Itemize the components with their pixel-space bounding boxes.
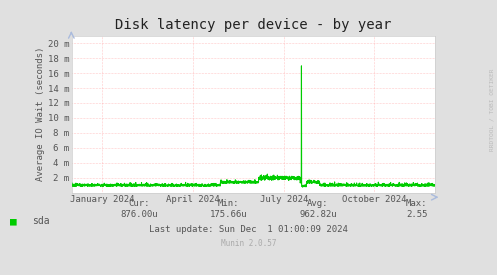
Text: sda: sda: [32, 216, 50, 226]
Title: Disk latency per device - by year: Disk latency per device - by year: [115, 18, 392, 32]
Text: ■: ■: [10, 216, 17, 226]
Text: RRDTOOL / TOBI OETIKER: RRDTOOL / TOBI OETIKER: [490, 69, 495, 151]
Text: Last update: Sun Dec  1 01:00:09 2024: Last update: Sun Dec 1 01:00:09 2024: [149, 226, 348, 234]
Text: 876.00u: 876.00u: [120, 210, 158, 219]
Text: 962.82u: 962.82u: [299, 210, 337, 219]
Text: Munin 2.0.57: Munin 2.0.57: [221, 239, 276, 248]
Text: Avg:: Avg:: [307, 199, 329, 208]
Text: 2.55: 2.55: [406, 210, 427, 219]
Text: 175.66u: 175.66u: [210, 210, 248, 219]
Text: Cur:: Cur:: [128, 199, 150, 208]
Text: Max:: Max:: [406, 199, 427, 208]
Text: Min:: Min:: [218, 199, 240, 208]
Y-axis label: Average IO Wait (seconds): Average IO Wait (seconds): [36, 47, 45, 181]
